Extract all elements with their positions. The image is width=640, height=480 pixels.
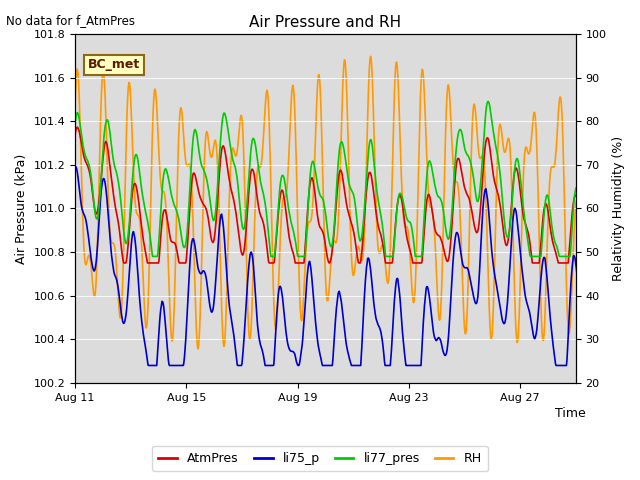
Y-axis label: Air Pressure (kPa): Air Pressure (kPa) — [15, 153, 28, 264]
Title: Air Pressure and RH: Air Pressure and RH — [250, 15, 401, 30]
Text: No data for f_AtmPres: No data for f_AtmPres — [6, 14, 136, 27]
Legend: AtmPres, li75_p, li77_pres, RH: AtmPres, li75_p, li77_pres, RH — [152, 446, 488, 471]
X-axis label: Time: Time — [555, 408, 586, 420]
Y-axis label: Relativity Humidity (%): Relativity Humidity (%) — [612, 136, 625, 281]
Text: BC_met: BC_met — [88, 59, 140, 72]
